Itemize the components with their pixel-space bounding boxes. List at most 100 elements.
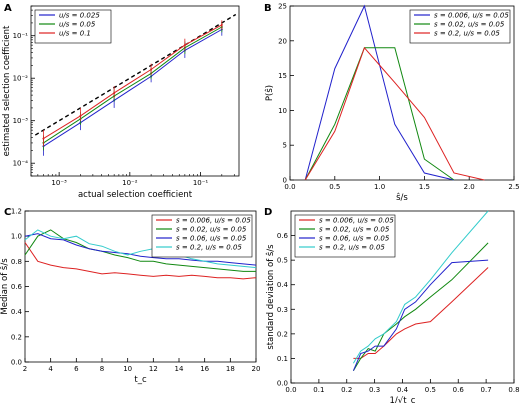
series-line-1 — [353, 267, 489, 359]
chart-panel-b: 0.0 0.5 1.0 1.5 2.0 2.5 0 5 10 15 20 25 ŝ/s P(ŝ) s = 0… — [264, 3, 520, 204]
data-point — [113, 91, 116, 94]
y-tick-label: 20 — [278, 37, 287, 45]
y-tick-label: 0.3 — [277, 306, 288, 314]
legend-label: s = 0.02, u/s = 0.05 — [434, 21, 505, 29]
legend-box — [294, 214, 396, 258]
x-tick-label: 0.0 — [285, 386, 296, 394]
legend-label: s = 0.006, u/s = 0.05 — [319, 217, 394, 225]
series-line-3 — [304, 46, 485, 181]
data-point — [150, 68, 153, 71]
x-tick-label: 0.4 — [397, 386, 409, 394]
panel-label-d: D — [264, 207, 272, 218]
legend-label: s = 0.006, u/s = 0.05 — [176, 217, 251, 225]
x-axis-label: ŝ/s — [396, 192, 408, 203]
legend-label: s = 0.2, u/s = 0.05 — [176, 244, 242, 252]
chart-panel-d: 0.0 0.1 0.2 0.3 0.4 0.5 0.6 0.7 0.8 0.0 0.1 0.2 0.3 0… — [265, 210, 520, 406]
y-axis-label: Median of ŝ/s — [0, 258, 10, 315]
x-tick-label: 10⁻¹ — [193, 179, 209, 187]
data-point — [220, 23, 223, 26]
x-axis-label: t_c — [134, 375, 147, 385]
y-tick-label: 25 — [278, 3, 287, 11]
legend-label: u/s = 0.05 — [59, 21, 96, 29]
y-tick-label: 0.1 — [277, 355, 288, 363]
y-tick-label: 0.6 — [11, 283, 23, 291]
legend-label: s = 0.06, u/s = 0.05 — [319, 235, 390, 243]
series-line-4 — [24, 229, 257, 269]
plot-frame — [24, 210, 257, 363]
x-tick-label: 10⁻³ — [51, 179, 67, 187]
y-tick-label: 0.0 — [277, 380, 288, 388]
y-tick-label: 1.0 — [11, 233, 22, 241]
y-tick-label: 10⁻⁴ — [13, 160, 29, 168]
data-point — [183, 44, 186, 47]
chart-panel-c: 2 4 6 8 10 12 14 16 18 20 0.0 0.2 0.4 0.6 0.8 1.0 1.2 t_c… — [0, 208, 260, 386]
x-tick-label: 12 — [149, 365, 158, 373]
y-axis-label: estimated selection coefficient — [2, 25, 12, 156]
series-line-1 — [43, 29, 223, 147]
legend-label: s = 0.2, u/s = 0.05 — [319, 244, 385, 252]
x-tick-label: 0.7 — [481, 386, 492, 394]
series-line-4 — [352, 210, 489, 364]
x-tick-label: 0.5 — [329, 183, 340, 191]
y-tick-label: 10⁻¹ — [13, 32, 29, 40]
series-line-3 — [43, 24, 223, 140]
legend-label: s = 0.006, u/s = 0.05 — [434, 12, 509, 20]
reference-line — [34, 13, 237, 136]
legend-label: s = 0.02, u/s = 0.05 — [176, 226, 247, 234]
series-line-3 — [352, 259, 489, 371]
x-tick-label: 0.3 — [369, 386, 380, 394]
y-tick-label: 0.4 — [11, 308, 23, 316]
x-tick-label: 16 — [200, 365, 209, 373]
x-tick-label: 6 — [74, 365, 79, 373]
x-tick-label: 20 — [252, 365, 261, 373]
y-tick-label: 0.2 — [11, 333, 22, 341]
y-tick-label: 1.2 — [11, 208, 22, 216]
y-tick-label: 0 — [283, 177, 287, 185]
y-tick-label: 0.0 — [11, 359, 22, 367]
y-axis-label: standard deviation of ŝ/s — [265, 244, 276, 350]
legend-label: u/s = 0.1 — [59, 30, 91, 38]
legend-label: s = 0.06, u/s = 0.05 — [176, 235, 247, 243]
x-tick-label: 18 — [226, 365, 235, 373]
x-axis-label: 1/√t_c — [390, 396, 416, 403]
panel-label-b: B — [264, 3, 272, 14]
y-axis-label: P(ŝ) — [264, 85, 275, 101]
series-line-1 — [24, 242, 257, 280]
x-tick-label: 0.8 — [508, 386, 519, 394]
x-tick-label: 4 — [48, 365, 53, 373]
legend: s = 0.006, u/s = 0.05s = 0.02, u/s = 0.0… — [294, 214, 396, 258]
data-point — [79, 114, 82, 117]
x-tick-label: 14 — [175, 365, 184, 373]
x-tick-label: 0.5 — [425, 386, 436, 394]
y-tick-label: 0.5 — [277, 257, 288, 265]
x-tick-label: 0.2 — [341, 386, 352, 394]
x-tick-label: 8 — [100, 365, 104, 373]
x-tick-label: 2 — [23, 365, 27, 373]
series-line-2 — [304, 47, 455, 181]
y-tick-label: 0.8 — [11, 258, 22, 266]
legend-label: u/s = 0.025 — [59, 12, 100, 20]
x-tick-label: 2.5 — [508, 183, 519, 191]
y-tick-label: 15 — [278, 72, 287, 80]
y-tick-label: 10 — [278, 107, 287, 115]
data-point — [42, 137, 45, 140]
x-tick-label: 0.1 — [313, 386, 324, 394]
panel-label-a: A — [4, 3, 12, 14]
legend: s = 0.006, u/s = 0.05s = 0.02, u/s = 0.0… — [409, 9, 511, 44]
legend-box — [151, 214, 253, 258]
legend-label: s = 0.02, u/s = 0.05 — [319, 226, 390, 234]
x-tick-label: 2.0 — [464, 183, 475, 191]
y-tick-label: 0.6 — [277, 232, 289, 240]
panel-label-c: C — [4, 207, 11, 218]
y-tick-label: 0.4 — [277, 281, 289, 289]
x-axis-label: actual selection coefficient — [78, 190, 193, 200]
y-tick-label: 0.2 — [277, 330, 288, 338]
legend: s = 0.006, u/s = 0.05s = 0.02, u/s = 0.0… — [151, 214, 253, 258]
x-tick-label: 10⁻² — [122, 179, 138, 187]
x-tick-label: 0.0 — [284, 183, 295, 191]
y-tick-label: 5 — [283, 142, 287, 150]
x-tick-label: 1.0 — [374, 183, 385, 191]
series-line-3 — [24, 233, 257, 266]
